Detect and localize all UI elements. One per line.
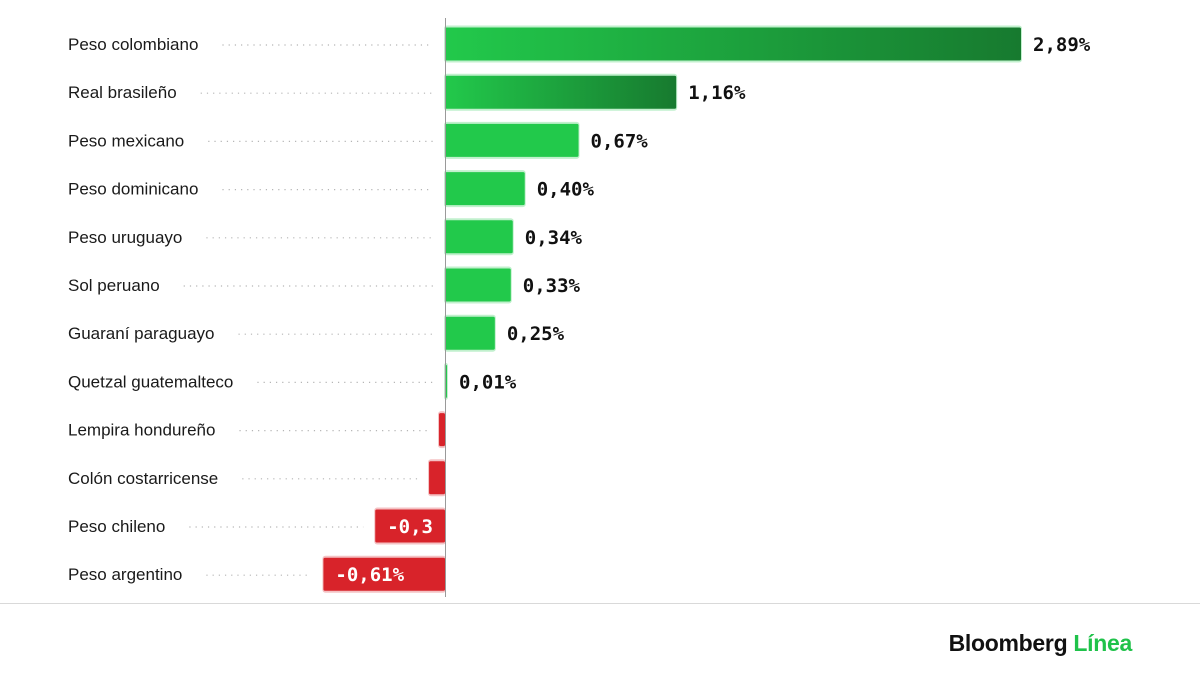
value-label: 0,34% <box>525 227 583 249</box>
bar-guaraní-paraguayo <box>445 316 495 350</box>
value-label: 0,67% <box>591 130 649 152</box>
category-label: Peso uruguayo <box>68 228 182 247</box>
value-label: 0,25% <box>507 323 565 345</box>
value-label: 2,89% <box>1033 34 1091 56</box>
category-label: Colón costarricense <box>68 469 218 488</box>
brand-name-accent: Línea <box>1073 630 1132 656</box>
category-label: Lempira hondureño <box>68 421 215 440</box>
category-label: Sol peruano <box>68 276 160 295</box>
category-label: Peso mexicano <box>68 131 184 150</box>
bar-peso-uruguayo <box>445 220 513 254</box>
bar-colón-costarricense <box>429 461 445 495</box>
bar-peso-chileno <box>375 509 445 543</box>
bar-lempira-hondureño <box>439 413 445 447</box>
category-label: Peso argentino <box>68 565 182 584</box>
chart-rows: Peso colombiano 2,89% Real brasileño 1,16% P… <box>68 25 1091 593</box>
category-label: Guaraní paraguayo <box>68 324 215 343</box>
bar-peso-colombiano <box>445 27 1021 61</box>
footer-divider <box>0 603 1200 604</box>
category-label: Peso chileno <box>68 517 165 536</box>
category-label: Peso dominicano <box>68 180 198 199</box>
bar-real-brasileño <box>445 75 677 109</box>
value-label: 0,33% <box>523 275 581 297</box>
bar-peso-dominicano <box>445 172 525 206</box>
bar-chart: Peso colombiano 2,89% Real brasileño 1,16% P… <box>68 18 1091 597</box>
bar-peso-argentino <box>323 557 445 591</box>
bloomberg-linea-logo: Bloomberg Línea <box>948 630 1133 657</box>
value-label: 0,01% <box>459 371 517 393</box>
bar-sol-peruano <box>445 268 511 302</box>
value-label: 1,16% <box>688 82 746 104</box>
value-label: -0,3 <box>387 516 433 538</box>
category-label: Quetzal guatemalteco <box>68 372 233 391</box>
bar-peso-mexicano <box>445 123 579 157</box>
category-label: Real brasileño <box>68 83 177 102</box>
value-label: -0,61% <box>335 564 404 586</box>
brand-name: Bloomberg <box>948 630 1068 656</box>
category-label: Peso colombiano <box>68 35 198 54</box>
value-label: 0,40% <box>537 179 595 201</box>
